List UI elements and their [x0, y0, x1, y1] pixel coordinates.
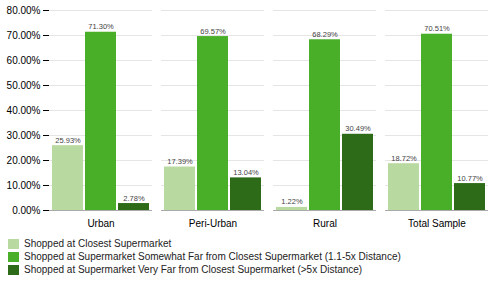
svg-text:17.39%: 17.39%	[167, 157, 193, 166]
svg-text:1.22%: 1.22%	[281, 197, 303, 206]
svg-text:2.78%: 2.78%	[123, 194, 145, 203]
svg-text:50.00%: 50.00%	[7, 80, 41, 91]
svg-text:Peri-Urban: Peri-Urban	[189, 218, 237, 229]
svg-text:10.77%: 10.77%	[457, 174, 483, 183]
svg-text:Total Sample: Total Sample	[408, 218, 466, 229]
svg-text:Rural: Rural	[313, 218, 337, 229]
svg-text:25.93%: 25.93%	[55, 136, 81, 145]
svg-text:Urban: Urban	[87, 218, 114, 229]
svg-text:70.51%: 70.51%	[424, 24, 450, 33]
svg-text:70.00%: 70.00%	[7, 30, 41, 41]
svg-text:30.00%: 30.00%	[7, 130, 41, 141]
svg-text:20.00%: 20.00%	[7, 155, 41, 166]
html-text:Shopped at Supermarket Somewha: Shopped at Supermarket Somewhat Far from…	[24, 251, 401, 262]
svg-text:10.00%: 10.00%	[7, 180, 41, 191]
svg-text:40.00%: 40.00%	[7, 105, 41, 116]
svg-text:80.00%: 80.00%	[7, 5, 41, 16]
svg-text:13.04%: 13.04%	[233, 168, 259, 177]
html-text:Shopped at Closest Supermarket: Shopped at Closest Supermarket	[24, 238, 172, 249]
svg-text:0.00%: 0.00%	[12, 205, 40, 216]
svg-text:30.49%: 30.49%	[345, 124, 371, 133]
html-text:Shopped at Supermarket Very Fa: Shopped at Supermarket Very Far from Clo…	[24, 264, 363, 275]
svg-text:60.00%: 60.00%	[7, 55, 41, 66]
svg-text:68.29%: 68.29%	[312, 30, 338, 39]
svg-text:71.30%: 71.30%	[88, 22, 114, 31]
svg-text:18.72%: 18.72%	[391, 154, 417, 163]
svg-text:69.57%: 69.57%	[200, 27, 226, 36]
